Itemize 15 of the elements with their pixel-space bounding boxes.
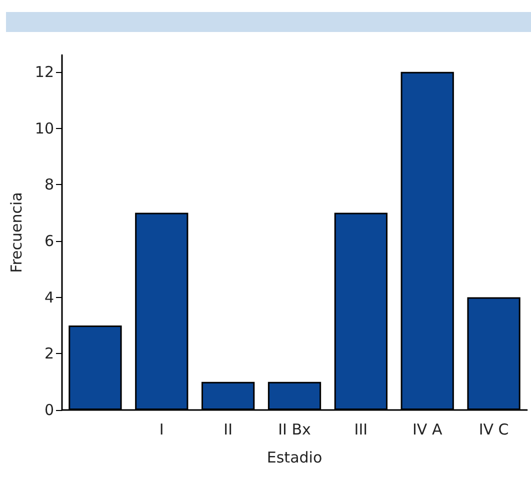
y-tick-label: 4: [44, 288, 54, 306]
x-tick-label: II: [224, 420, 232, 438]
y-tick-label: 12: [34, 62, 54, 81]
y-axis-title: Frecuencia: [8, 192, 26, 273]
y-tick-label: 0: [44, 401, 54, 419]
y-tick-label: 6: [44, 232, 54, 250]
y-tick-label: 2: [44, 344, 54, 363]
x-tick-label: I: [159, 420, 164, 438]
x-tick-label: IV C: [478, 420, 509, 438]
x-tick-label: III: [354, 420, 368, 438]
x-tick-label: IV A: [412, 420, 443, 438]
y-tick-label: 8: [44, 176, 54, 194]
x-axis-title: Estadio: [266, 448, 322, 466]
x-tick-label: II Bx: [278, 420, 312, 438]
y-tick-label: 10: [34, 119, 54, 138]
